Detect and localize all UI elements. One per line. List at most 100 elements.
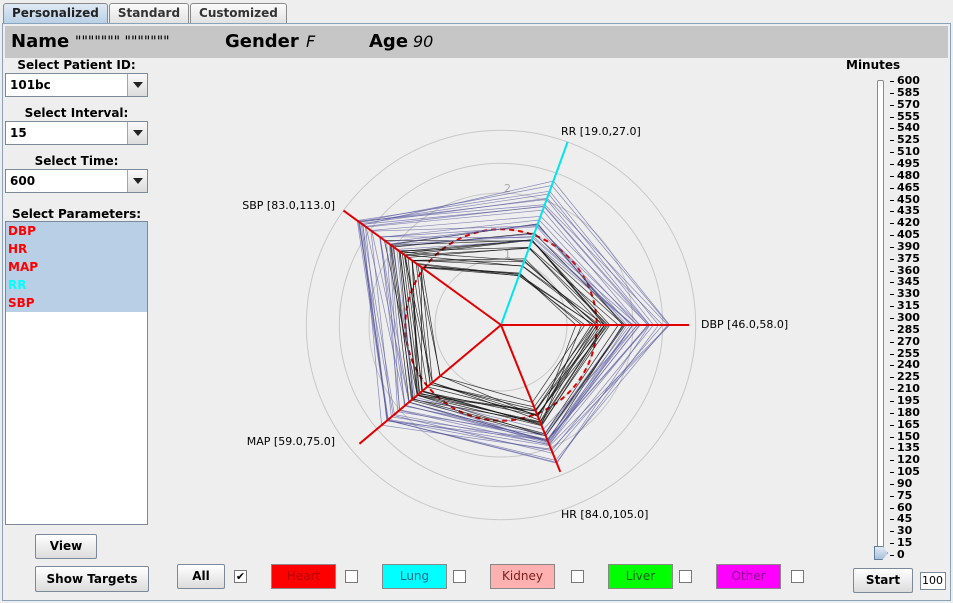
show-targets-button[interactable]: Show Targets [35,566,149,592]
minutes-tick-label: 60 [897,500,913,514]
minutes-tick-label: 480 [897,168,920,182]
age-label: Age [369,31,409,52]
minutes-tick-label: 540 [897,121,920,135]
series-polygon [407,247,603,416]
param-item-rr[interactable]: RR [6,276,147,294]
name-value: """"""" """"""" [75,34,170,50]
minutes-tick-label: 30 [897,524,913,538]
lung-checkbox[interactable] [453,570,466,583]
tab-personalized[interactable]: Personalized [3,3,108,24]
minutes-tick: 510 [890,146,940,158]
minutes-tick: 420 [890,217,940,229]
axis-label: HR [84.0,105.0] [561,508,648,521]
minutes-tick: 90 [890,477,940,490]
minutes-tick: 525 [890,134,940,146]
minutes-tick-label: 120 [897,453,920,467]
param-item-hr[interactable]: HR [6,240,147,258]
patient-id-select[interactable]: 101bc [5,73,148,97]
parameters-label: Select Parameters: [11,207,142,221]
series-polygon [358,199,651,464]
series-polygon [392,233,639,430]
axis-label: RR [19.0,27.0] [561,125,641,138]
grid-ring [305,129,697,521]
series-polygon [362,180,671,450]
series-polygon [361,206,649,445]
minutes-tick: 315 [890,300,940,312]
minutes-tick: 480 [890,168,940,182]
series-polygon [386,224,631,437]
minutes-tick: 300 [890,312,940,324]
minutes-tick: 555 [890,109,940,123]
minutes-tick: 195 [890,394,940,407]
time-value: 600 [10,174,36,188]
series-polygon [415,263,595,408]
series-polygon [380,219,638,440]
parameters-list[interactable]: DBP HR MAP RR SBP [5,221,148,525]
minutes-tick-label: 495 [897,156,920,170]
main-panel: Name """"""" """"""" Gender F Age 90 Sel… [2,23,951,601]
param-item-map[interactable]: MAP [6,258,147,276]
start-button[interactable]: Start [853,568,913,593]
minutes-tick: 210 [890,383,940,395]
param-item-dbp[interactable]: DBP [6,222,147,240]
gender-value: F [306,32,316,51]
heart-checkbox[interactable] [345,570,358,583]
patient-header: Name """"""" """"""" Gender F Age 90 [5,26,948,58]
minutes-tick-label: 0 [897,548,905,561]
series-polygon [360,197,669,461]
minutes-tick: 330 [890,288,940,300]
series-polygon [411,259,606,411]
minutes-tick: 150 [890,430,940,443]
lung-button[interactable]: Lung [382,564,447,589]
chevron-down-icon[interactable] [127,74,147,96]
interval-select[interactable]: 15 [5,121,148,145]
chevron-down-icon[interactable] [127,122,147,144]
tab-customized[interactable]: Customized [190,3,287,23]
minutes-tick-label: 135 [897,441,920,455]
param-item-sbp[interactable]: SBP [6,294,147,312]
minutes-tick-label: 600 [897,74,920,87]
minutes-tick-label: 315 [897,299,920,313]
radar-axis [500,141,569,326]
ring-label: 2 [504,182,511,195]
kidney-checkbox[interactable] [571,570,584,583]
minutes-tick: 390 [890,240,940,253]
minutes-tick-label: 555 [897,109,920,123]
interval-value: 15 [10,126,27,140]
minutes-tick-label: 45 [897,512,913,526]
chevron-down-icon[interactable] [127,170,147,192]
minutes-tick-label: 360 [897,263,920,277]
interval-label: Select Interval: [24,106,129,120]
other-button[interactable]: Other [716,564,781,589]
series-polygon [383,239,625,437]
minutes-tick: 285 [890,323,940,336]
minutes-tick: 600 [890,75,940,87]
all-checkbox[interactable]: ✔ [234,570,247,583]
minutes-tick-label: 420 [897,216,920,230]
liver-checkbox[interactable] [679,570,692,583]
minutes-tick: 405 [890,229,940,241]
series-polygon [364,205,650,441]
liver-button[interactable]: Liver [608,564,673,589]
time-select[interactable]: 600 [5,169,148,193]
minutes-tick-label: 180 [897,405,920,419]
tab-standard[interactable]: Standard [108,3,190,23]
minutes-tick: 15 [890,537,940,549]
heart-button[interactable]: Heart [271,564,336,589]
minutes-slider-thumb[interactable] [874,546,888,560]
minutes-tick-label: 255 [897,346,920,360]
other-checkbox[interactable] [791,570,804,583]
series-polygon [421,267,586,403]
kidney-button[interactable]: Kidney [490,564,555,589]
radar-axis [342,209,502,326]
minutes-tick: 75 [890,489,940,502]
minutes-slider-track[interactable] [877,80,884,555]
minutes-tick: 570 [890,98,940,111]
minutes-tick-label: 465 [897,180,920,194]
speed-field[interactable]: 100 [920,572,946,590]
series-polygon [398,247,619,435]
view-button[interactable]: View [35,534,97,559]
patient-id-value: 101bc [10,78,51,92]
all-button[interactable]: All [177,564,225,589]
minutes-tick-label: 15 [897,536,913,550]
